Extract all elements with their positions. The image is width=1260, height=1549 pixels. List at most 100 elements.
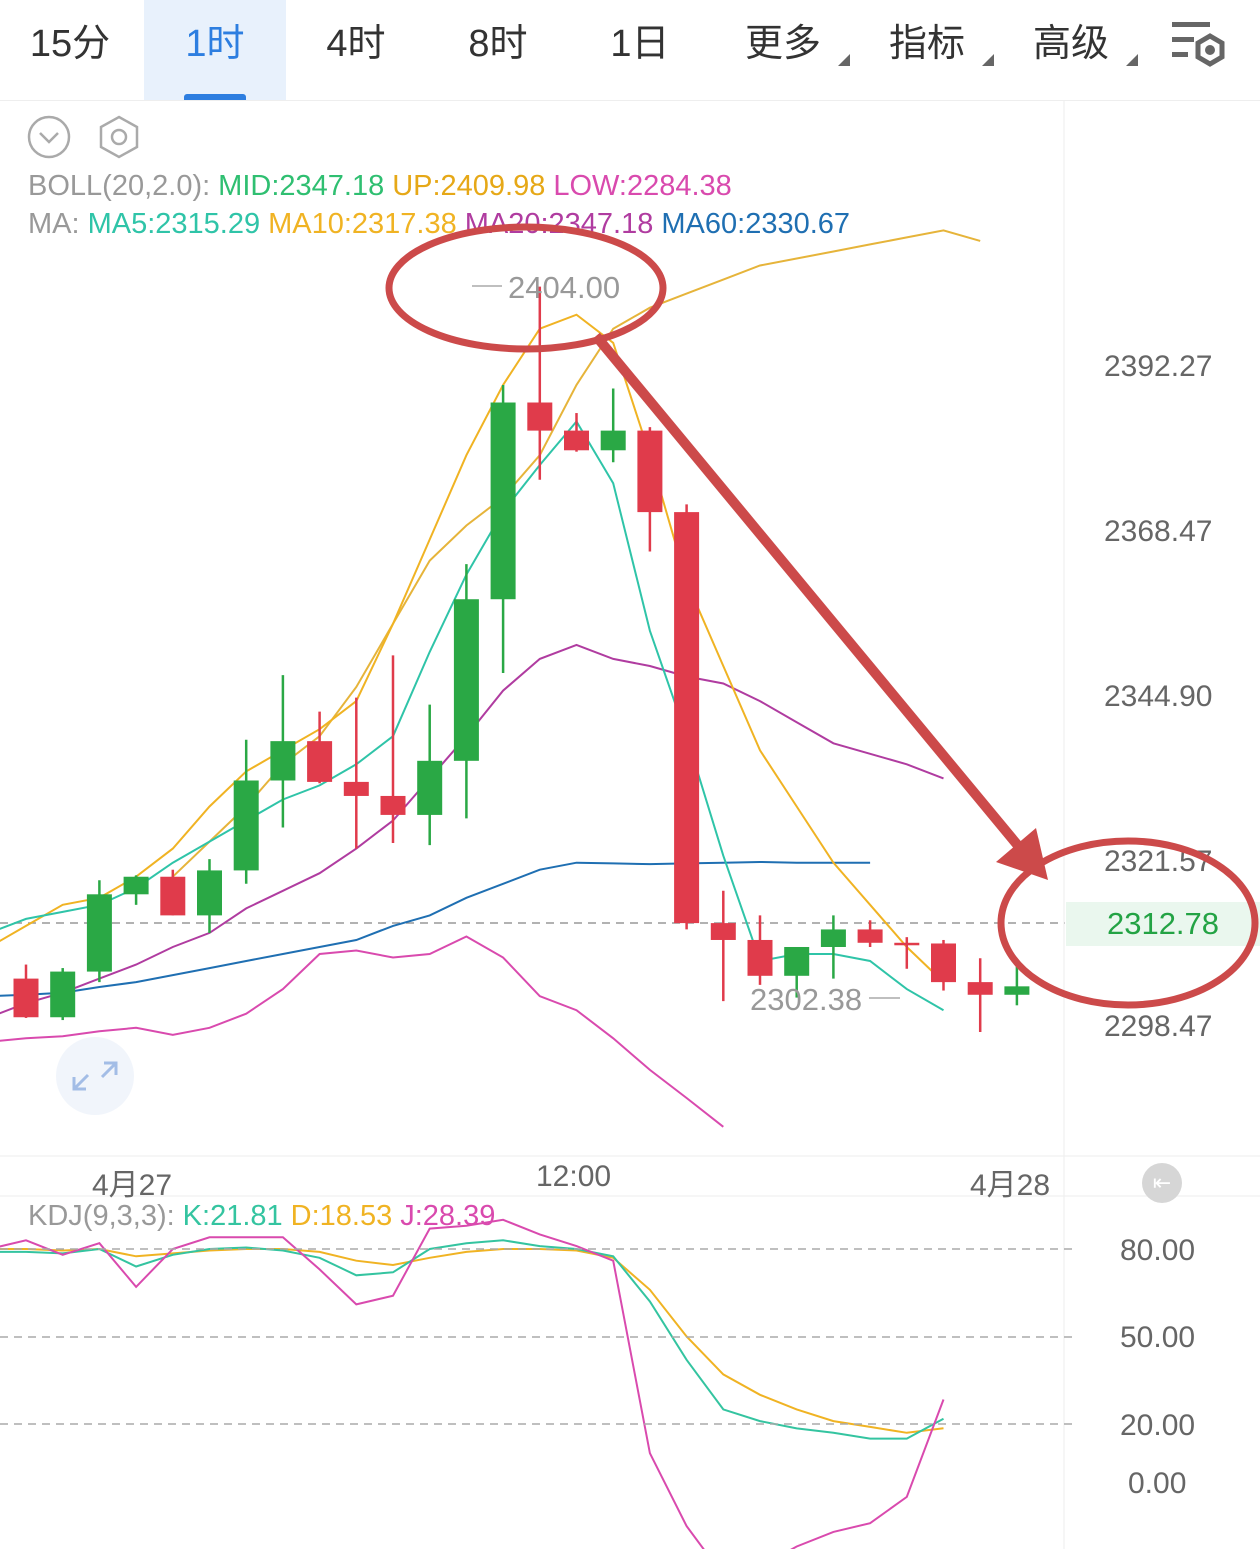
candle <box>343 697 369 849</box>
candle-body <box>417 760 443 815</box>
candle <box>674 504 700 930</box>
tab-advanced[interactable]: 高级 <box>1000 0 1142 100</box>
expand-chart-button[interactable] <box>56 1037 134 1115</box>
current-price-tag: 2312.78 <box>1066 902 1260 946</box>
back-to-start-icon[interactable]: ⇤ <box>1142 1163 1182 1203</box>
candle <box>490 384 516 673</box>
timeframe-tabs: 15分 1时 4时 8时 1日 更多 指标 高级 <box>0 0 1260 101</box>
kdj-label: KDJ(9,3,3): <box>28 1200 175 1232</box>
price-axis-label: 2368.47 <box>1104 515 1213 548</box>
tab-more[interactable]: 更多 <box>712 0 854 100</box>
candle <box>417 704 443 846</box>
candle-body <box>307 741 333 782</box>
tab-8hour[interactable]: 8时 <box>430 0 566 100</box>
candle <box>527 286 553 480</box>
tab-label: 15分 <box>29 23 111 65</box>
candle <box>86 880 112 983</box>
candle-body <box>564 430 589 451</box>
low-price-label: 2302.38 <box>750 982 862 1017</box>
price-axis-label: 2298.47 <box>1104 1010 1213 1043</box>
high-price-label: 2404.00 <box>508 270 620 305</box>
boll-mid: MID:2347.18 <box>218 170 385 202</box>
tab-label: 8时 <box>468 23 528 65</box>
ma60-value: MA60:2330.67 <box>661 208 851 240</box>
candle <box>784 946 810 998</box>
candle <box>307 711 333 784</box>
kdj-axis-label: 80.00 <box>1120 1234 1196 1267</box>
candle-body <box>1004 986 1030 995</box>
ma10-line <box>0 313 945 983</box>
candle <box>857 920 883 947</box>
boll-legend: BOLL(20,2.0): MID:2347.18 UP:2409.98 LOW:22… <box>28 170 740 203</box>
candle <box>233 739 259 884</box>
candle-body <box>380 795 406 815</box>
candle-body <box>710 923 736 940</box>
candle <box>197 859 222 933</box>
tab-label: 更多 <box>744 23 821 65</box>
price-axis-label: 2392.27 <box>1104 350 1213 383</box>
candle <box>380 655 406 844</box>
candle-body <box>50 971 76 1018</box>
candle <box>894 937 920 969</box>
candle-body <box>123 876 149 895</box>
expand-arrows-icon <box>72 1061 118 1091</box>
time-axis-label: 4月28 <box>970 1169 1051 1202</box>
candle-body <box>343 781 369 796</box>
tab-label: 1时 <box>185 23 245 65</box>
candle <box>50 968 76 1021</box>
kdj-k-line <box>0 1239 944 1440</box>
ma60-line <box>0 860 871 997</box>
tab-indicators[interactable]: 指标 <box>856 0 998 100</box>
candle-body <box>857 929 883 943</box>
time-axis-label: 12:00 <box>536 1160 612 1193</box>
kdj-d-value: D:18.53 <box>290 1200 393 1232</box>
kdj-d-line <box>0 1247 944 1434</box>
price-axis-label: 2321.57 <box>1104 845 1213 878</box>
kdj-axis-label: 20.00 <box>1120 1409 1196 1442</box>
kdj-axis-label: 0.00 <box>1128 1467 1187 1500</box>
candle <box>967 958 993 1033</box>
candle-body <box>747 939 773 976</box>
candle-body <box>931 943 956 983</box>
candle <box>820 915 846 979</box>
candle-body <box>527 402 553 431</box>
boll-upper-line <box>172 229 981 878</box>
candle <box>123 875 149 905</box>
tab-label: 高级 <box>1032 23 1109 65</box>
trend-arrow-shaft <box>592 332 1024 852</box>
candle-body <box>600 430 626 451</box>
ma10-value: MA10:2317.38 <box>268 208 457 240</box>
chart-settings-icon[interactable] <box>1168 14 1232 74</box>
tab-1day[interactable]: 1日 <box>572 0 708 100</box>
ma5-value: MA5:2315.29 <box>87 208 261 240</box>
candle-body <box>637 430 663 513</box>
candle <box>453 564 479 819</box>
candle-body <box>13 978 39 1018</box>
dropdown-caret-icon <box>982 54 994 66</box>
tab-1hour[interactable]: 1时 <box>144 0 286 100</box>
candle-body <box>820 929 846 947</box>
candle-body <box>160 876 186 916</box>
tab-15min[interactable]: 15分 <box>0 0 140 100</box>
tab-label: 1日 <box>610 23 670 65</box>
tab-label: 指标 <box>888 23 965 65</box>
candle-body <box>233 780 259 871</box>
kdj-axis-label: 50.00 <box>1120 1321 1196 1354</box>
kdj-legend: KDJ(9,3,3): K:21.81 D:18.53 J:28.39 <box>28 1200 503 1233</box>
candle-body <box>674 512 700 924</box>
dropdown-caret-icon <box>838 54 850 66</box>
ma20-value: MA20:2347.18 <box>464 208 654 240</box>
tab-4hour[interactable]: 4时 <box>288 0 424 100</box>
candle <box>637 427 663 552</box>
candle-body <box>967 982 993 995</box>
boll-label: BOLL(20,2.0): <box>28 170 211 202</box>
candle <box>600 388 626 463</box>
hexagon-settings-icon[interactable] <box>96 114 142 160</box>
candle <box>13 964 39 1018</box>
time-axis-label: 4月27 <box>92 1169 173 1202</box>
active-tab-indicator <box>184 94 246 100</box>
candle <box>747 915 773 985</box>
boll-low: LOW:2284.38 <box>553 170 732 202</box>
chevron-down-circle-icon[interactable] <box>26 114 72 160</box>
ma-label: MA: <box>28 208 80 240</box>
